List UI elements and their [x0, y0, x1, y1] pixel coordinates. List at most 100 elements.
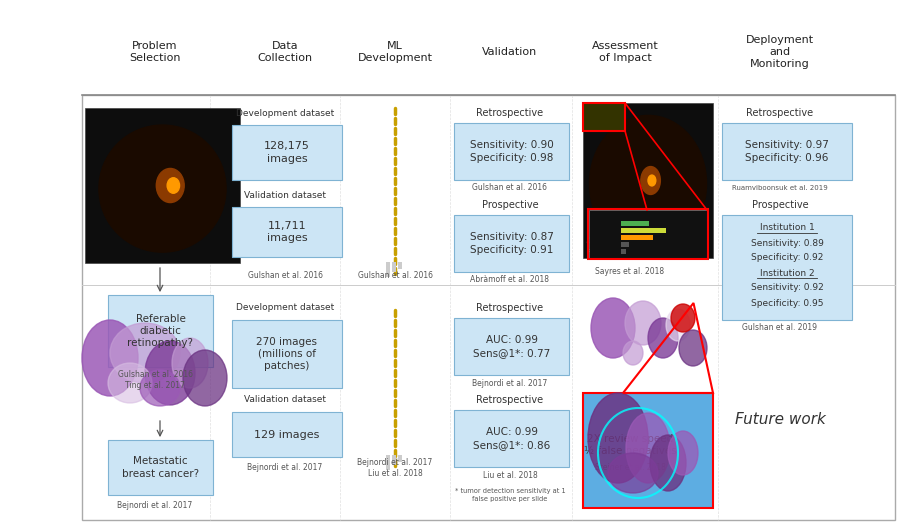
Text: Gulshan et al. 2016: Gulshan et al. 2016 [472, 184, 547, 193]
Text: Abràmoff et al. 2018: Abràmoff et al. 2018 [471, 276, 550, 285]
Text: 40% reduction in
false negatives: 40% reduction in false negatives [586, 237, 674, 259]
Text: Validation dataset: Validation dataset [244, 190, 326, 199]
Ellipse shape [608, 453, 658, 493]
Text: Bejnordi et al. 2017: Bejnordi et al. 2017 [472, 379, 547, 388]
Bar [621, 221, 649, 225]
Text: Retrospective: Retrospective [476, 303, 544, 313]
Text: Institution 2: Institution 2 [760, 269, 815, 278]
Text: Referable
diabetic
retinopathy?: Referable diabetic retinopathy? [128, 314, 194, 349]
Text: Sensitivity: 0.89: Sensitivity: 0.89 [751, 239, 824, 248]
Ellipse shape [648, 175, 656, 186]
FancyBboxPatch shape [583, 103, 713, 258]
FancyBboxPatch shape [722, 215, 852, 320]
Text: Prospective: Prospective [482, 200, 538, 210]
Bar [398, 455, 402, 462]
Text: 2X review speed
½ false negatives: 2X review speed ½ false negatives [583, 434, 677, 456]
Text: Institution 1: Institution 1 [760, 223, 815, 233]
Bar [621, 249, 626, 254]
Text: Specificity: 0.95: Specificity: 0.95 [751, 298, 824, 307]
Ellipse shape [99, 125, 226, 252]
FancyBboxPatch shape [454, 215, 569, 272]
FancyBboxPatch shape [232, 207, 342, 257]
Bar [621, 235, 653, 240]
Ellipse shape [183, 350, 227, 406]
Text: Ruamviboonsuk et al. 2019: Ruamviboonsuk et al. 2019 [732, 185, 828, 191]
FancyBboxPatch shape [583, 393, 713, 508]
Ellipse shape [641, 167, 661, 195]
Text: Gulshan et al. 2016: Gulshan et al. 2016 [357, 270, 433, 279]
Ellipse shape [140, 370, 180, 406]
Bar [386, 455, 390, 470]
Text: Severe: Severe [600, 242, 619, 247]
Ellipse shape [172, 338, 208, 388]
Text: 270 images
(millions of
patches): 270 images (millions of patches) [256, 336, 318, 371]
FancyBboxPatch shape [589, 210, 707, 258]
Bar [386, 262, 390, 277]
Text: Retrospective: Retrospective [476, 395, 544, 405]
Text: 129 images: 129 images [255, 430, 320, 440]
FancyBboxPatch shape [454, 318, 569, 375]
Text: Moderate: Moderate [594, 235, 619, 240]
Text: Bejnordi et al. 2017: Bejnordi et al. 2017 [117, 500, 193, 509]
Text: Data
Collection: Data Collection [257, 41, 312, 63]
Text: Steiner et al. 2018: Steiner et al. 2018 [595, 463, 665, 472]
Text: Retrospective: Retrospective [476, 108, 544, 118]
FancyBboxPatch shape [232, 412, 342, 457]
Text: Sensitivity: 0.87
Specificity: 0.91: Sensitivity: 0.87 Specificity: 0.91 [470, 232, 554, 254]
FancyBboxPatch shape [722, 123, 852, 180]
Ellipse shape [167, 178, 179, 193]
Ellipse shape [623, 341, 643, 365]
FancyBboxPatch shape [232, 125, 342, 180]
FancyBboxPatch shape [85, 108, 240, 263]
Bar [392, 262, 396, 272]
Text: Sensitivity: 0.92: Sensitivity: 0.92 [751, 284, 824, 293]
Text: Development dataset: Development dataset [236, 108, 334, 117]
Ellipse shape [671, 304, 695, 332]
Text: Bejnordi et al. 2017: Bejnordi et al. 2017 [248, 463, 322, 472]
Text: Deployment
and
Monitoring: Deployment and Monitoring [746, 34, 814, 69]
Text: Mild: Mild [608, 227, 619, 233]
FancyBboxPatch shape [108, 295, 213, 367]
Ellipse shape [82, 320, 138, 396]
Bar [398, 262, 402, 269]
Ellipse shape [591, 298, 635, 358]
FancyBboxPatch shape [232, 320, 342, 388]
Text: 128,175
images: 128,175 images [264, 141, 310, 163]
Ellipse shape [108, 363, 152, 403]
FancyBboxPatch shape [82, 95, 895, 520]
Text: Development dataset: Development dataset [236, 304, 334, 313]
Text: Proliferative: Proliferative [587, 249, 619, 254]
Ellipse shape [668, 431, 698, 475]
Bar [621, 242, 629, 247]
Text: 11,711
images: 11,711 images [266, 221, 307, 243]
Text: Gulshan et al. 2016
Ting et al. 2017: Gulshan et al. 2016 Ting et al. 2017 [118, 370, 193, 390]
Text: * tumor detection sensitivity at 1
false positive per slide: * tumor detection sensitivity at 1 false… [454, 488, 565, 501]
Bar [621, 227, 666, 233]
Ellipse shape [590, 115, 706, 252]
Text: AUC: 0.99
Sens@1*: 0.86: AUC: 0.99 Sens@1*: 0.86 [472, 427, 550, 450]
FancyBboxPatch shape [583, 103, 625, 131]
Ellipse shape [679, 330, 707, 366]
Text: Model predictions: Model predictions [620, 213, 676, 217]
FancyBboxPatch shape [454, 123, 569, 180]
Text: Gulshan et al. 2016: Gulshan et al. 2016 [248, 270, 322, 279]
Bar [392, 455, 396, 465]
Text: Prospective: Prospective [752, 200, 808, 210]
Text: Retrospective: Retrospective [746, 108, 814, 118]
Ellipse shape [666, 309, 690, 341]
Ellipse shape [588, 393, 648, 483]
Ellipse shape [625, 301, 661, 345]
Text: Assessment
of Impact: Assessment of Impact [591, 41, 659, 63]
Ellipse shape [626, 413, 670, 483]
Text: Validation dataset: Validation dataset [244, 396, 326, 405]
Text: Bejnordi et al. 2017
Liu et al. 2018: Bejnordi et al. 2017 Liu et al. 2018 [357, 458, 433, 478]
Text: Metastatic
breast cancer?: Metastatic breast cancer? [122, 457, 199, 479]
Text: ML
Development: ML Development [357, 41, 433, 63]
FancyBboxPatch shape [454, 410, 569, 467]
Ellipse shape [110, 323, 180, 383]
Text: Problem
Selection: Problem Selection [130, 41, 181, 63]
Text: Liu et al. 2018: Liu et al. 2018 [482, 470, 537, 479]
Text: AUC: 0.99
Sens@1*: 0.77: AUC: 0.99 Sens@1*: 0.77 [472, 335, 550, 358]
Text: None: None [606, 221, 619, 225]
Ellipse shape [650, 435, 686, 491]
